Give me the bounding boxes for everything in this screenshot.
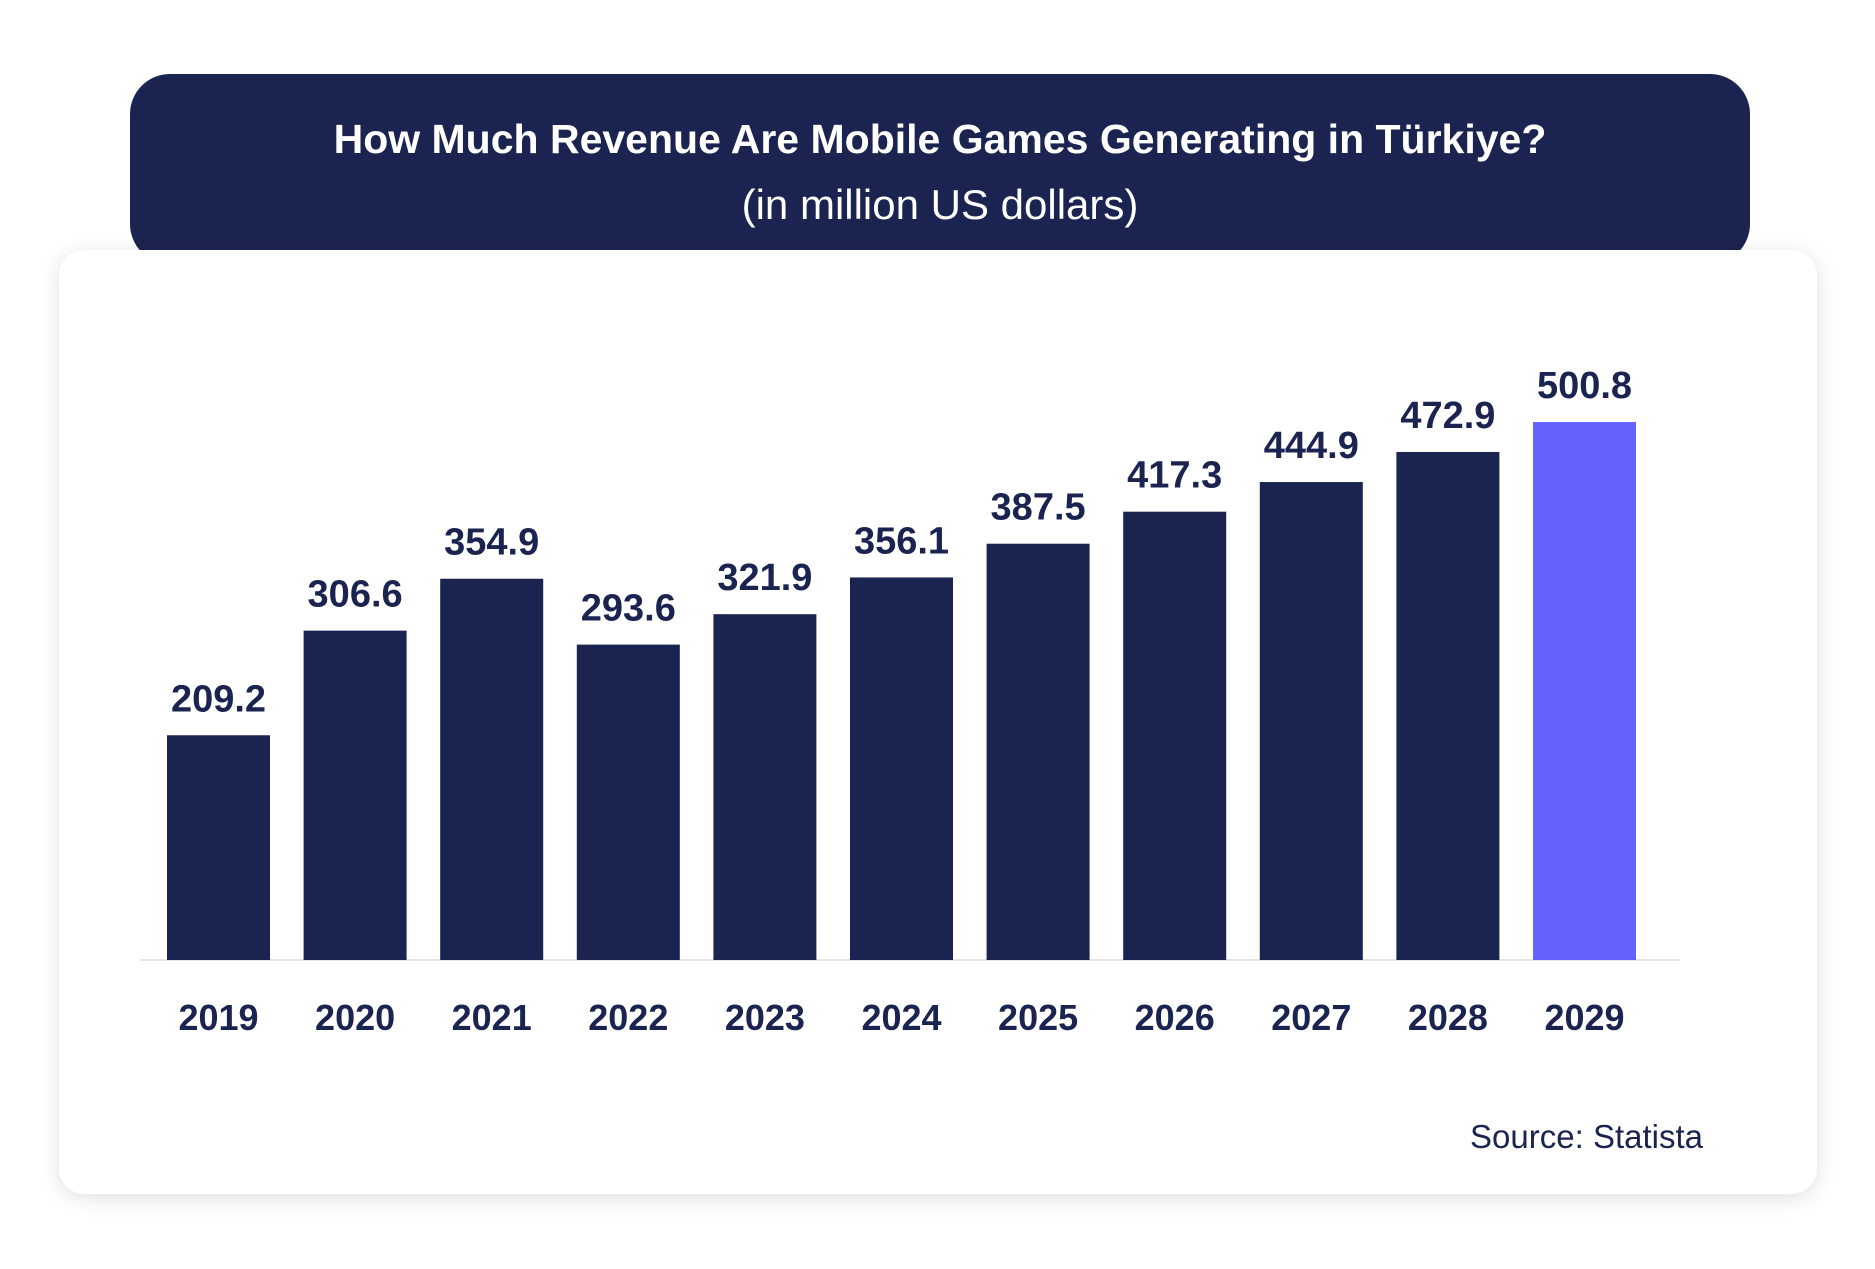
bar (303, 630, 407, 960)
x-tick-label: 2022 (588, 997, 668, 1038)
x-tick-label: 2027 (1271, 997, 1351, 1038)
bar (1533, 422, 1636, 960)
value-label: 417.3 (1127, 455, 1222, 497)
x-tick-label: 2019 (178, 997, 258, 1038)
value-label: 444.9 (1264, 425, 1359, 467)
bar (1259, 482, 1363, 960)
bar (576, 644, 680, 960)
value-label: 387.5 (991, 487, 1086, 529)
x-tick-label: 2026 (1135, 997, 1215, 1038)
chart-subtitle: (in million US dollars) (742, 181, 1139, 228)
x-tick-label: 2025 (998, 997, 1078, 1038)
x-tick-label: 2023 (725, 997, 805, 1038)
value-label: 321.9 (717, 557, 812, 599)
value-label: 306.6 (308, 574, 403, 616)
source: Source: Statista (1470, 1118, 1704, 1155)
header-panel (130, 74, 1750, 264)
bar (440, 578, 544, 960)
x-tick-label: 2020 (315, 997, 395, 1038)
value-label: 356.1 (854, 520, 949, 562)
bar (713, 614, 817, 960)
value-label: 354.9 (444, 522, 539, 564)
x-tick-label: 2024 (861, 997, 941, 1038)
x-tick-label: 2021 (452, 997, 532, 1038)
value-label: 293.6 (581, 588, 676, 630)
value-label: 500.8 (1537, 365, 1632, 407)
value-label: 209.2 (171, 678, 266, 720)
bar (986, 543, 1090, 960)
bar (167, 735, 270, 960)
x-tick-label: 2029 (1544, 997, 1624, 1038)
bar (850, 577, 953, 960)
value-label: 472.9 (1400, 395, 1495, 437)
chart-title: How Much Revenue Are Mobile Games Genera… (334, 116, 1547, 162)
bar (1123, 511, 1227, 960)
x-tick-label: 2028 (1408, 997, 1488, 1038)
bar (1396, 451, 1500, 960)
